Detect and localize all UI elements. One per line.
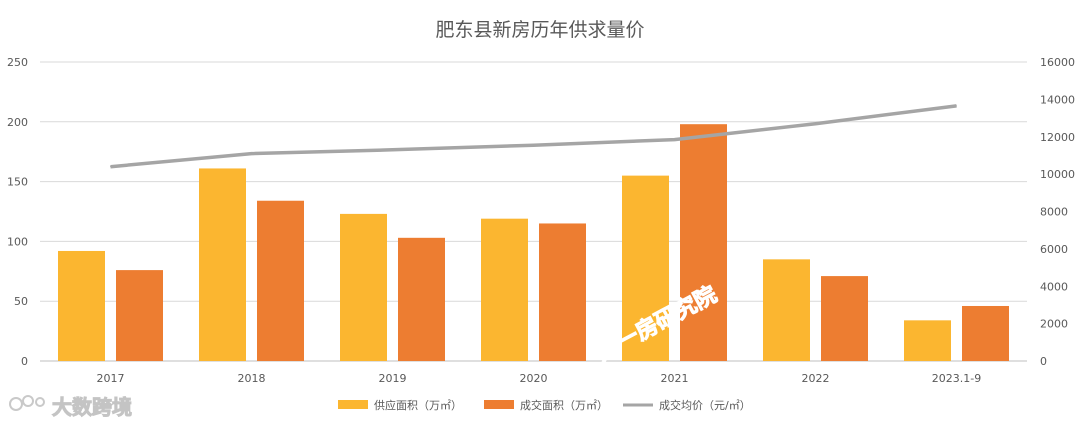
legend-label: 成交均价（元/㎡）: [659, 398, 751, 412]
x-tick-label: 2018: [238, 372, 266, 385]
price-point: [110, 166, 111, 168]
price-point: [392, 149, 393, 151]
bar-deal-2017: [116, 270, 163, 361]
left-axis-ticks: 0 50 100 150 200 250: [7, 56, 28, 368]
left-tick-label: 200: [7, 116, 28, 129]
right-tick-label: 8000: [1040, 206, 1068, 219]
right-tick-label: 0: [1040, 355, 1047, 368]
bar-deal-2019: [398, 237, 445, 361]
bar-supply-2023.1-9: [904, 320, 951, 361]
bar-supply-2022: [763, 259, 810, 361]
right-tick-label: 4000: [1040, 280, 1068, 293]
x-tick-label: 2023.1-9: [932, 372, 981, 385]
bar-deal-2018: [257, 200, 304, 361]
price-point: [815, 123, 816, 125]
x-tick-label: 2021: [661, 372, 689, 385]
price-line: [110, 104, 957, 169]
right-tick-label: 2000: [1040, 318, 1068, 331]
legend-swatch: [338, 400, 368, 409]
legend: 供应面积（万㎡） 成交面积（万㎡） 成交均价（元/㎡）: [338, 398, 751, 412]
left-tick-label: 100: [7, 235, 28, 248]
bar-deal-2020: [539, 223, 586, 361]
legend-swatch: [484, 400, 514, 409]
x-tick-label: 2019: [379, 372, 407, 385]
right-tick-label: 12000: [1040, 131, 1075, 144]
bar-deal-2022: [821, 276, 868, 361]
chart-title: 肥东县新房历年供求量价: [435, 19, 644, 41]
right-tick-label: 10000: [1040, 168, 1075, 181]
right-axis-ticks: 0 2000 4000 6000 8000 10000 12000 14000 16000: [1040, 56, 1075, 368]
bars: [58, 124, 1009, 361]
left-tick-label: 0: [21, 355, 28, 368]
bar-deal-2021: [680, 124, 727, 361]
bar-supply-2019: [340, 213, 387, 361]
left-tick-label: 150: [7, 176, 28, 189]
legend-label: 供应面积（万㎡）: [374, 398, 462, 412]
bar-supply-2020: [481, 218, 528, 361]
x-tick-label: 2017: [97, 372, 125, 385]
price-point: [956, 105, 957, 107]
legend-label: 成交面积（万㎡）: [520, 398, 608, 412]
bar-supply-2021: [622, 175, 669, 361]
watermark-logo: 大数跨境: [9, 395, 133, 420]
left-tick-label: 250: [7, 56, 28, 69]
right-tick-label: 14000: [1040, 93, 1075, 106]
gridlines: [40, 61, 1027, 362]
right-tick-label: 6000: [1040, 243, 1068, 256]
logo-icon: [9, 395, 45, 411]
x-tick-label: 2022: [802, 372, 830, 385]
left-tick-label: 50: [14, 295, 28, 308]
logo-text: 大数跨境: [52, 395, 132, 419]
bar-supply-2017: [58, 250, 105, 361]
bar-supply-2018: [199, 168, 246, 361]
bar-deal-2023.1-9: [962, 305, 1009, 361]
price-point: [251, 153, 252, 155]
price-line-path: [110, 104, 957, 169]
price-point: [533, 144, 534, 146]
right-tick-label: 16000: [1040, 56, 1075, 69]
x-tick-label: 2020: [520, 372, 548, 385]
price-point: [674, 139, 675, 141]
x-axis-labels: 2017 2018 2019 2020 2021 2022 2023.1-9: [97, 372, 982, 385]
